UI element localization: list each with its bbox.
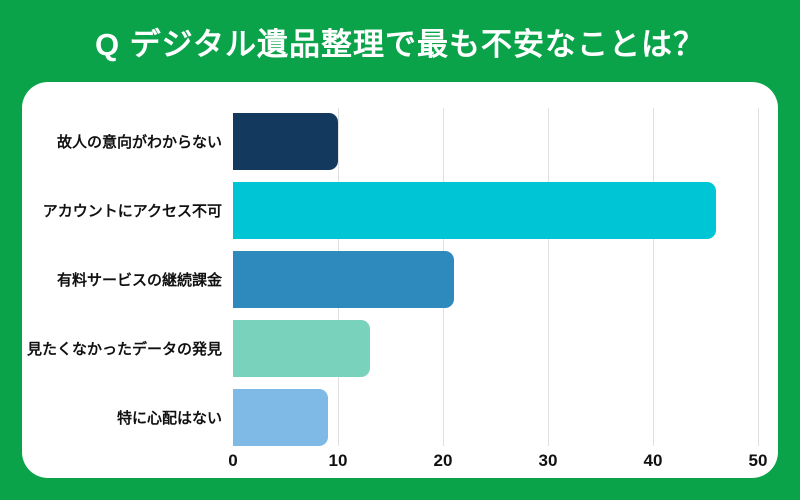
bar-track (233, 113, 758, 170)
x-tick-label: 10 (328, 451, 348, 470)
bar (233, 320, 370, 377)
bar (233, 113, 338, 170)
chart-row: アカウントにアクセス不可 (22, 182, 758, 239)
gridline-50 (758, 108, 759, 446)
chart-row: 特に心配はない (22, 389, 758, 446)
x-tick-label: 0 (228, 451, 238, 470)
bar-track (233, 389, 758, 446)
x-axis: 0 10 20 30 40 50 (228, 451, 767, 475)
bar (233, 251, 454, 308)
bar (233, 182, 716, 239)
gridline-40 (653, 108, 654, 446)
x-tick-label: 50 (748, 451, 768, 470)
category-label: 特に心配はない (116, 410, 222, 427)
bar-track (233, 251, 758, 308)
bar-track (233, 320, 758, 377)
chart-rows: 故人の意向がわからないアカウントにアクセス不可有料サービスの継続課金見たくなかっ… (22, 113, 758, 446)
x-tick-label: 30 (538, 451, 558, 470)
page-title: Q デジタル遺品整理で最も不安なことは？ (94, 26, 706, 62)
x-tick-label: 20 (433, 451, 453, 470)
chart-row: 見たくなかったデータの発見 (22, 320, 758, 377)
chart-card: 故人の意向がわからないアカウントにアクセス不可有料サービスの継続課金見たくなかっ… (22, 82, 778, 478)
gridline-30 (548, 108, 549, 446)
category-label: 見たくなかったデータの発見 (26, 341, 222, 358)
chart-row: 故人の意向がわからない (22, 113, 758, 170)
x-tick-label: 40 (643, 451, 663, 470)
category-label: アカウントにアクセス不可 (42, 203, 222, 220)
bar-track (233, 182, 758, 239)
category-label: 有料サービスの継続課金 (56, 272, 222, 289)
bar (233, 389, 328, 446)
chart-row: 有料サービスの継続課金 (22, 251, 758, 308)
category-label: 故人の意向がわからない (56, 134, 222, 151)
